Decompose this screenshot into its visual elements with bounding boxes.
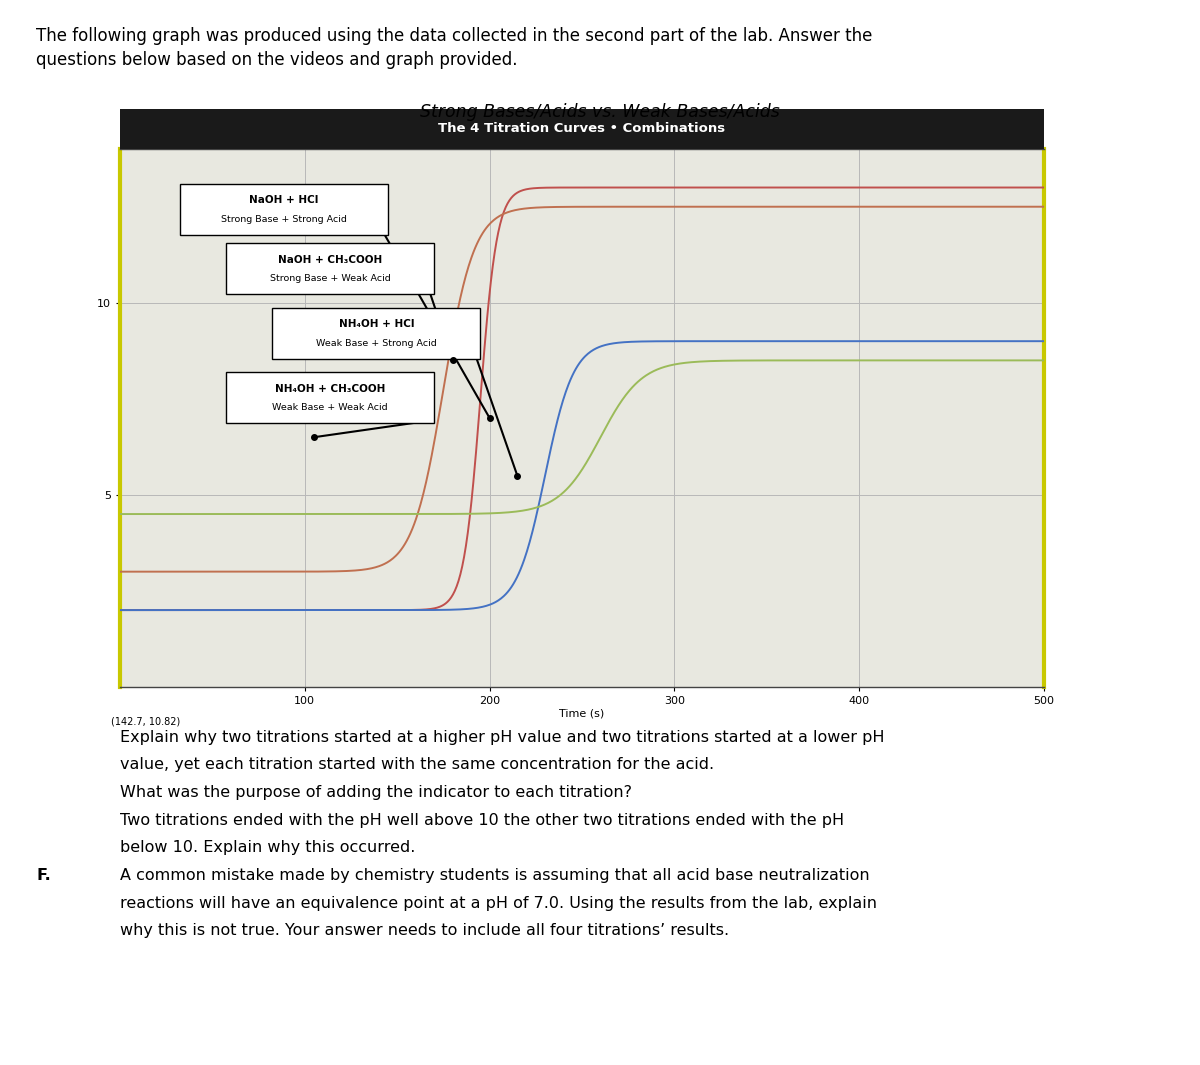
Text: The following graph was produced using the data collected in the second part of : The following graph was produced using t… [36, 27, 872, 45]
Text: value, yet each titration started with the same concentration for the acid.: value, yet each titration started with t… [120, 757, 714, 772]
Bar [120, 109, 1044, 149]
Text: Weak Base + Strong Acid: Weak Base + Strong Acid [316, 339, 437, 348]
Text: NH₄OH + CH₃COOH: NH₄OH + CH₃COOH [275, 383, 385, 394]
FancyBboxPatch shape [272, 308, 480, 359]
Text: NH₄OH + HCl: NH₄OH + HCl [338, 320, 414, 329]
Text: F.: F. [36, 868, 50, 883]
X-axis label: Time (s): Time (s) [559, 708, 605, 719]
Text: A common mistake made by chemistry students is assuming that all acid base neutr: A common mistake made by chemistry stude… [120, 868, 870, 883]
Text: below 10. Explain why this occurred.: below 10. Explain why this occurred. [120, 840, 415, 855]
Text: questions below based on the videos and graph provided.: questions below based on the videos and … [36, 51, 517, 69]
Text: Two titrations ended with the pH well above 10 the other two titrations ended wi: Two titrations ended with the pH well ab… [120, 813, 844, 828]
Text: Strong Bases/Acids vs. Weak Bases/Acids: Strong Bases/Acids vs. Weak Bases/Acids [420, 103, 780, 120]
FancyBboxPatch shape [227, 243, 434, 294]
Text: why this is not true. Your answer needs to include all four titrations’ results.: why this is not true. Your answer needs … [120, 923, 730, 938]
Text: Strong Base + Weak Acid: Strong Base + Weak Acid [270, 275, 390, 283]
FancyBboxPatch shape [227, 373, 434, 424]
Text: (142.7, 10.82): (142.7, 10.82) [110, 717, 180, 726]
Text: The 4 Titration Curves • Combinations: The 4 Titration Curves • Combinations [438, 122, 726, 135]
Text: Strong Base + Strong Acid: Strong Base + Strong Acid [221, 215, 347, 224]
Text: Explain why two titrations started at a higher pH value and two titrations start: Explain why two titrations started at a … [120, 730, 884, 744]
FancyBboxPatch shape [180, 184, 388, 235]
Text: reactions will have an equivalence point at a pH of 7.0. Using the results from : reactions will have an equivalence point… [120, 896, 877, 911]
Text: Weak Base + Weak Acid: Weak Base + Weak Acid [272, 404, 388, 412]
Text: NaOH + HCl: NaOH + HCl [250, 196, 319, 206]
Text: NaOH + CH₃COOH: NaOH + CH₃COOH [278, 255, 383, 264]
Text: What was the purpose of adding the indicator to each titration?: What was the purpose of adding the indic… [120, 785, 632, 800]
